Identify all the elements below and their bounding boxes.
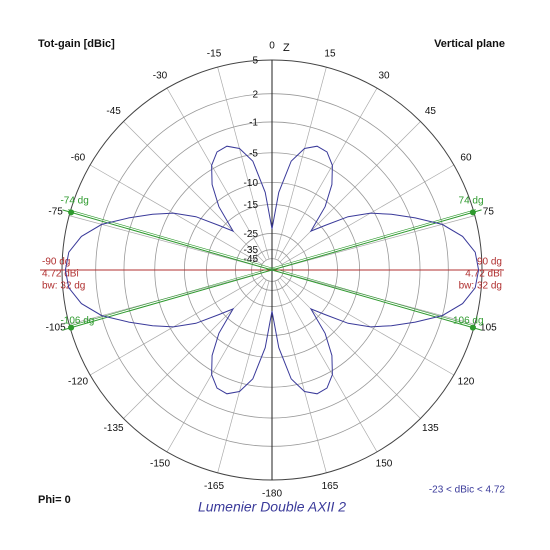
angle-tick-label: -150 (150, 459, 170, 470)
max-angle-label: -90 dg (42, 257, 70, 268)
beam-label: 106 dg (453, 316, 484, 327)
beam-line-2 (271, 209, 476, 269)
range-label: -23 < dBic < 4.72 (429, 485, 506, 496)
spoke (279, 277, 421, 419)
phi-label: Phi= 0 (38, 494, 71, 506)
beam-line-2 (271, 267, 476, 327)
angle-tick-label: -60 (71, 153, 86, 164)
angle-tick-label: 165 (322, 481, 339, 492)
angle-tick-label: -135 (104, 423, 124, 434)
spoke (277, 87, 378, 261)
spoke (274, 280, 327, 473)
angle-tick-label: -45 (106, 106, 121, 117)
spoke (279, 121, 421, 263)
angle-tick-label: -180 (262, 489, 282, 500)
r-tick-label: -35 (244, 245, 259, 256)
spoke (166, 279, 267, 453)
r-tick-label: 2 (252, 89, 258, 100)
max-gain-label: 4.72 dBi (465, 269, 502, 280)
spoke (123, 121, 265, 263)
y-label: Tot-gain [dBic] (38, 38, 115, 50)
spoke (217, 280, 270, 473)
r-tick-label: 5 (252, 56, 258, 67)
beam-line (271, 269, 482, 331)
r-tick-label: -15 (244, 200, 259, 211)
spoke (166, 87, 267, 261)
spoke (277, 279, 378, 453)
beam-line-2 (68, 209, 273, 269)
angle-tick-label: -105 (46, 323, 66, 334)
angle-tick-label: 30 (378, 71, 390, 82)
spoke (217, 67, 270, 260)
angle-tick-label: -30 (153, 71, 168, 82)
spoke (89, 275, 263, 376)
angle-tick-label: 75 (483, 207, 495, 218)
r-tick-label: -10 (244, 178, 259, 189)
pattern-line (64, 145, 480, 395)
angle-tick-label: -165 (204, 481, 224, 492)
chart-title: Lumenier Double AXII 2 (198, 499, 346, 515)
beam-dot (68, 324, 75, 331)
angle-tick-label: 60 (460, 153, 472, 164)
r-tick-label: -25 (244, 229, 259, 240)
beam-label: -106 dg (60, 316, 94, 327)
bw-label: bw: 32 dg (459, 281, 502, 292)
r-tick-label: -5 (249, 148, 258, 159)
beam-dot (469, 324, 476, 331)
plane-label: Vertical plane (434, 38, 505, 50)
spoke (281, 275, 455, 376)
angle-tick-label: 0 (269, 41, 275, 52)
angle-tick-label: 15 (324, 48, 336, 59)
angle-tick-label: 105 (480, 323, 497, 334)
bw-label: bw: 32 dg (42, 281, 85, 292)
beam-line (62, 269, 273, 331)
beam-line (271, 209, 482, 271)
angle-tick-label: -120 (68, 377, 88, 388)
angle-tick-label: 45 (425, 106, 437, 117)
r-tick-label: -45 (244, 254, 259, 265)
beam-label: 74 dg (459, 196, 484, 207)
spoke (281, 164, 455, 265)
r-tick-label: -1 (249, 118, 258, 129)
beam-dot (469, 209, 476, 216)
angle-tick-label: 135 (422, 423, 439, 434)
max-angle-label: 90 dg (477, 257, 502, 268)
axis-label: Z (283, 42, 290, 54)
spoke (274, 67, 327, 260)
beam-label: -74 dg (60, 196, 88, 207)
beam-line (62, 209, 273, 271)
angle-tick-label: -15 (207, 48, 222, 59)
angle-tick-label: 120 (458, 377, 475, 388)
spoke (123, 277, 265, 419)
beam-line-2 (68, 267, 273, 327)
max-gain-label: 4.72 dBi (42, 269, 79, 280)
spoke (89, 164, 263, 265)
beam-dot (68, 209, 75, 216)
angle-tick-label: 150 (376, 459, 393, 470)
angle-tick-label: -75 (48, 207, 63, 218)
